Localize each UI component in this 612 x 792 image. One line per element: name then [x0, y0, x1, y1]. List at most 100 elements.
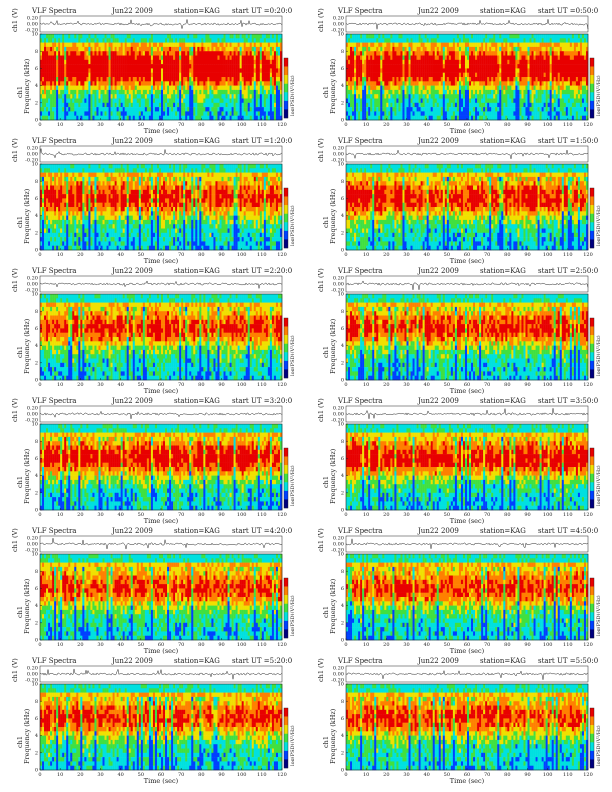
spectrogram-cell	[426, 68, 429, 73]
spectrogram-cell	[163, 107, 166, 112]
spectrogram-cell	[54, 64, 57, 69]
spectrogram-cell	[120, 89, 123, 95]
spectrogram-cell	[187, 94, 190, 99]
spectrogram-cell	[547, 38, 550, 43]
spectrogram-cell	[257, 46, 261, 52]
spectrogram-cell	[229, 111, 232, 116]
spectrogram-cell	[171, 81, 174, 86]
spectrogram-cell	[100, 107, 103, 112]
spectrogram-cell	[420, 85, 423, 91]
spectrogram-cell	[559, 59, 563, 65]
spectrogram-cell	[525, 59, 528, 65]
spectrogram-cell	[96, 34, 99, 39]
spectrogram-cell	[225, 34, 228, 39]
spectrogram-cell	[531, 98, 534, 104]
spectrogram-cell	[128, 107, 131, 112]
spectrogram-cell	[471, 64, 474, 69]
spectrogram-cell	[64, 59, 67, 65]
spectrogram-cell	[183, 107, 186, 112]
spectrogram-cell	[86, 51, 89, 56]
spectrogram-cell	[150, 46, 154, 52]
spectrogram-cell	[185, 59, 188, 65]
spectrogram-cell	[251, 102, 255, 108]
spectrogram-cell	[497, 46, 500, 52]
spectrogram-cell	[106, 59, 109, 65]
spectrogram-cell	[195, 115, 198, 121]
spectrogram-cell	[376, 55, 379, 61]
spectrogram-cell	[495, 64, 498, 69]
spectrogram-cell	[416, 72, 419, 78]
spectrogram-cell	[557, 46, 561, 52]
spectrogram-cell	[116, 77, 119, 82]
spectrogram-cell	[348, 111, 351, 116]
spectrogram-cell	[464, 59, 468, 65]
spectrogram-cell	[555, 55, 558, 61]
spectrogram-cell	[124, 81, 127, 86]
spectrogram-cell	[406, 111, 409, 116]
spectrogram-cell	[487, 68, 490, 73]
spectrogram-cell	[376, 34, 379, 39]
spectrogram-cell	[102, 111, 105, 116]
spectrogram-cell	[40, 228, 43, 234]
spectrogram-cell	[533, 55, 536, 61]
spectrogram-cell	[509, 68, 512, 73]
spectrogram-cell	[434, 64, 437, 69]
spectrogram-cell	[102, 72, 105, 78]
spectrogram-cell	[144, 111, 148, 116]
spectrogram-cell	[483, 72, 486, 78]
spectrogram-cell	[388, 46, 391, 52]
spectrogram-cell	[56, 77, 59, 82]
spectrogram-cell	[414, 94, 417, 99]
spectrogram-cell	[485, 68, 488, 73]
spectrogram-cell	[259, 72, 263, 78]
spectrogram-cell	[533, 42, 536, 48]
spectrogram-cell	[201, 46, 204, 52]
spectrogram-cell	[394, 89, 397, 95]
spectrogram-cell	[50, 89, 53, 95]
spectrogram-cell	[118, 94, 121, 99]
spectrogram-cell	[491, 98, 494, 104]
spectrogram-cell	[40, 202, 43, 208]
spectrogram-cell	[46, 94, 49, 99]
spectrogram-cell	[493, 89, 496, 95]
spectrogram-cell	[277, 85, 281, 91]
spectrogram-cell	[110, 46, 113, 52]
spectrogram-cell	[239, 72, 242, 78]
spectrogram-cell	[442, 77, 446, 82]
spectrogram-cell	[146, 68, 150, 73]
spectrogram-cell	[477, 85, 480, 91]
spectrogram-cell	[537, 64, 540, 69]
spectrogram-cell	[237, 59, 240, 65]
spectrogram-cell	[136, 94, 140, 99]
spectrogram-cell	[74, 46, 77, 52]
spectrogram-cell	[485, 111, 488, 116]
spectrogram-cell	[499, 38, 502, 43]
spectrogram-cell	[503, 85, 506, 91]
spectrogram-cell	[456, 98, 460, 104]
spectrogram-cell	[543, 111, 546, 116]
spectrogram-cell	[416, 51, 419, 56]
spectrogram-cell	[539, 72, 542, 78]
spectrogram-cell	[68, 46, 71, 52]
spectrogram-cell	[481, 77, 484, 82]
spectrogram-cell	[171, 64, 174, 69]
spectrogram-cell	[400, 77, 403, 82]
spectrogram-cell	[575, 102, 579, 108]
spectrogram-cell	[120, 34, 123, 39]
spectrogram-cell	[126, 107, 129, 112]
spectrogram-cell	[90, 115, 93, 121]
spectrogram-cell	[42, 181, 45, 186]
spectrogram-cell	[493, 107, 496, 112]
spectrogram-cell	[90, 98, 93, 104]
spectrogram-cell	[165, 94, 168, 99]
spectrogram-cell	[177, 115, 180, 121]
spectrogram-cell	[229, 72, 232, 78]
spectrogram-cell	[424, 107, 427, 112]
spectrogram-cell	[227, 59, 230, 65]
spectrogram-cell	[430, 72, 433, 78]
spectrogram-cell	[460, 89, 464, 95]
spectrogram-cell	[44, 38, 47, 43]
spectrogram-cell	[209, 59, 212, 65]
spectrogram-cells	[346, 34, 589, 121]
spectrogram-cell	[547, 77, 550, 82]
